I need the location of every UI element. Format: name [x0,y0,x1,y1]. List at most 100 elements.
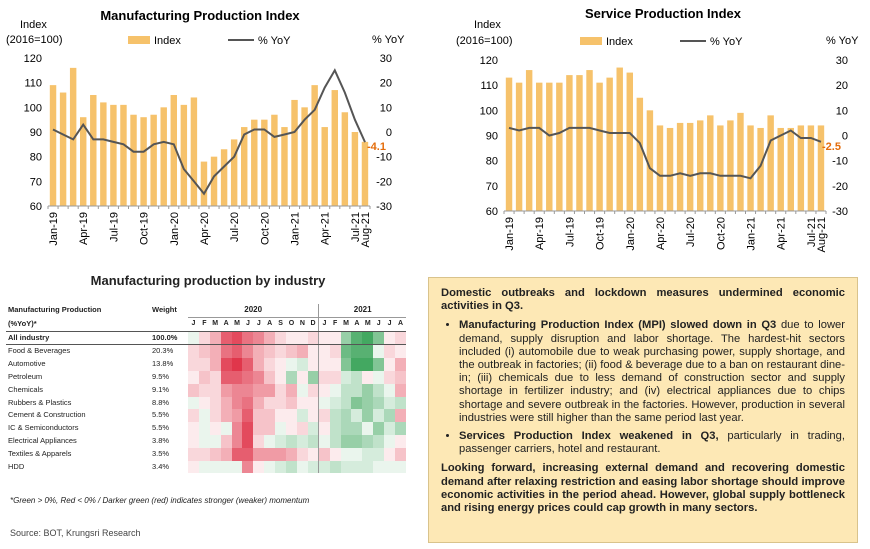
heatmap-cell [220,396,232,410]
heatmap-cell [373,370,385,384]
heatmap-cell [188,434,199,448]
industry-label: Food & Beverages [8,346,71,356]
industry-label: Petroleum [8,371,43,381]
heatmap-cell [351,460,363,474]
month-header: N [296,317,308,332]
industry-weight: 3.8% [152,435,170,445]
month-header: M [362,317,374,332]
heatmap-cell [286,344,297,359]
x-tick-label: Jan-20 [169,212,181,246]
industry-weight: 100.0% [146,331,188,346]
left-axis-label-line2: (2016=100) [456,35,513,47]
x-tick-label: Apr-19 [78,212,90,245]
heatmap-cell [242,434,254,448]
heatmap-cell [286,422,297,435]
left-tick-label: 90 [30,127,42,139]
left-tick-label: 100 [480,105,498,117]
heatmap-cell [220,460,232,474]
index-bar [596,82,603,212]
heatmap-cell [340,422,352,435]
heatmap-cell [220,383,232,397]
heatmap-cell [318,331,330,346]
heatmap-cell [362,447,374,461]
x-tick-label: Jan-19 [48,212,60,246]
month-header: J [242,317,254,332]
index-bar [707,115,714,211]
left-axis-label-line1: Index [20,19,47,31]
left-tick-label: 120 [24,53,42,65]
heatmap-cell [275,447,287,461]
x-tick-label: Jul-19 [108,212,120,242]
heatmap-cell [188,409,199,423]
index-bar [696,120,704,211]
legend-yoy-label: % YoY [710,36,743,48]
heatmap-cell [307,447,319,461]
x-tick-label: Oct-19 [139,212,151,245]
index-bar [586,70,593,211]
industry-label: Electrical Appliances [8,435,77,445]
left-tick-label: 90 [486,131,498,143]
right-tick-label: 20 [836,80,848,92]
chart-title: Service Production Index [585,6,742,21]
heatmap-cell [329,383,341,397]
x-tick-label: Jul-19 [564,217,576,247]
index-bar [646,110,654,211]
month-header: J [253,317,265,332]
heatmap-cell [198,447,210,461]
index-bar [757,127,764,211]
heatmap-row: Food & Beverages 20.3% [6,344,406,359]
heatmap-cell [275,383,287,397]
chart-title: Manufacturing Production Index [100,8,300,23]
year-header: 2021 [318,304,406,318]
heatmap-cell [296,383,308,397]
heatmap-cell [275,331,287,346]
month-header: A [220,317,232,332]
x-tick-label: Apr-20 [199,212,211,245]
heatmap-row: Electrical Appliances 3.8% [6,434,406,448]
heatmap-cell [307,370,319,384]
index-bar [261,119,268,206]
index-bar [787,127,795,211]
left-axis-label-line2: (2016=100) [6,34,63,46]
right-tick-label: 20 [380,78,392,90]
heatmap-cell [264,331,276,346]
manufacturing-production-index-chart: Manufacturing Production Index Index (20… [6,8,405,247]
x-tick-label: Jul-20 [229,212,241,242]
month-header: J [384,317,396,332]
right-tick-label: 0 [386,127,392,139]
heatmap-cell [220,370,232,384]
last-yoy-label: -4.1 [367,141,386,153]
index-bar [281,127,288,206]
heatmap-cell [264,447,276,461]
x-tick-label: Apr-19 [534,217,546,250]
industry-weight: 3.4% [152,461,170,471]
bullet-spi-bold: Services Production Index weakened in Q3… [459,430,719,443]
heatmap-cell [373,383,385,397]
x-tick-label: Jul-20 [685,217,697,247]
month-header: M [209,317,221,332]
index-bar [170,95,178,206]
left-tick-label: 110 [480,80,498,92]
heatmap-cell [329,422,341,435]
heatmap-table: Manufacturing Production Weight 2020 2021 (%… [6,304,406,474]
heatmap-cell [242,383,254,397]
heatmap-cell [384,358,396,371]
heatmap-cell [264,383,276,397]
yoy-line [52,68,366,196]
heatmap-cell [286,370,297,384]
x-tick-label: Jan-21 [290,212,302,246]
heatmap-cell [351,344,363,359]
heatmap-cell [362,383,374,397]
heatmap-cell [231,447,243,461]
heatmap-cell [275,460,287,474]
heatmap-cell [242,396,254,410]
index-bar [190,97,198,206]
right-tick-label: 30 [836,55,848,67]
legend-index-swatch [580,37,602,45]
x-tick-label: Aug-21 [360,212,372,247]
heatmap-cell [242,344,254,359]
last-yoy-label: -2.5 [822,141,841,153]
heatmap-cell [395,422,406,435]
heatmap-month-row: (%YoY)* J F M A M J J A S O N D J F M A M J J A [6,317,406,332]
bullet-spi-text: particularly in trading, passenger carri… [459,430,845,456]
